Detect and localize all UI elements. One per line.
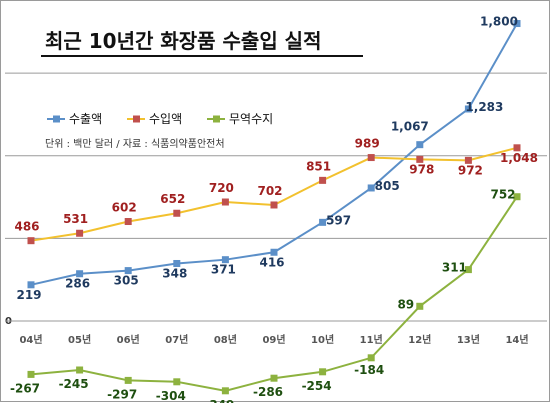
series-2-label-7: -184 <box>354 363 384 377</box>
chart-note: 단위 : 백만 달러 / 자료 : 식품의약품안전처 <box>45 137 225 150</box>
series-1-label-10: 1,048 <box>500 151 538 165</box>
series-2-label-10: 752 <box>490 188 515 202</box>
series-0-point-0 <box>27 281 35 289</box>
series-1-label-2: 602 <box>112 201 137 215</box>
legend: 수출액 수입액 무역수지 <box>47 112 273 126</box>
legend-label-1: 수입액 <box>149 112 182 126</box>
series-0-label-3: 348 <box>162 266 187 280</box>
series-2-point-6 <box>319 368 327 376</box>
series-0-label-5: 416 <box>259 255 284 269</box>
series-line-0 <box>30 23 518 286</box>
series-1-label-6: 851 <box>306 159 331 173</box>
series-1-point-7 <box>367 154 375 162</box>
series-2-point-8 <box>416 302 424 310</box>
series-0-label-9: 1,283 <box>465 100 503 114</box>
series-0-point-9 <box>464 105 472 113</box>
series-layer <box>27 20 521 395</box>
x-tick-6: 10년 <box>311 333 334 346</box>
series-1-point-8 <box>416 155 424 163</box>
series-2-label-8: 89 <box>397 297 414 311</box>
series-0-point-2 <box>124 267 132 275</box>
series-2-label-6: -254 <box>302 379 332 393</box>
series-1-label-0: 486 <box>14 220 39 234</box>
x-tick-9: 13년 <box>457 333 480 346</box>
series-2-label-2: -297 <box>107 387 137 401</box>
series-0-point-1 <box>76 270 84 278</box>
legend-marker-2 <box>213 115 220 123</box>
series-1-label-9: 972 <box>458 163 483 177</box>
series-1-label-1: 531 <box>63 212 88 226</box>
x-tick-1: 05년 <box>68 333 91 346</box>
legend-label-2: 무역수지 <box>229 112 273 126</box>
x-tick-2: 06년 <box>117 333 140 346</box>
series-2-label-3: -304 <box>156 389 186 403</box>
series-2-label-0: -267 <box>10 381 40 395</box>
legend-label-0: 수출액 <box>69 112 102 126</box>
series-2-label-4: -349 <box>204 398 234 403</box>
series-1-point-5 <box>270 201 278 209</box>
series-1-label-7: 989 <box>355 137 380 151</box>
x-tick-10: 14년 <box>505 333 528 346</box>
series-2-point-1 <box>76 366 84 374</box>
series-2-point-5 <box>270 374 278 382</box>
series-0-label-4: 371 <box>211 263 236 277</box>
series-2-point-0 <box>27 370 35 378</box>
legend-marker-0 <box>53 115 60 123</box>
chart-title: 최근 10년간 화장품 수출입 실적 <box>45 29 321 53</box>
series-1-point-2 <box>124 218 132 226</box>
series-1-label-8: 978 <box>409 162 434 176</box>
series-0-label-1: 286 <box>65 277 90 291</box>
series-1-point-9 <box>464 156 472 164</box>
series-2-label-1: -245 <box>59 377 89 391</box>
x-tick-8: 12년 <box>408 333 431 346</box>
series-0-point-10 <box>513 20 521 28</box>
series-1-point-10 <box>513 144 521 152</box>
series-2-point-9 <box>464 266 472 274</box>
series-1-point-0 <box>27 237 35 245</box>
series-0-point-6 <box>319 218 327 226</box>
series-1-label-5: 702 <box>257 184 282 198</box>
label-layer: 219 286 305 348 371 416 597 805 1,067 1,283 1,800 4… <box>10 15 538 403</box>
series-1-label-3: 652 <box>160 192 185 206</box>
series-0-point-5 <box>270 248 278 256</box>
series-2-point-2 <box>124 376 132 384</box>
series-2-point-3 <box>173 378 181 386</box>
x-tick-5: 09년 <box>262 333 285 346</box>
x-tick-0: 04년 <box>19 333 42 346</box>
series-1-point-1 <box>76 229 84 237</box>
series-line-2 <box>30 196 518 392</box>
series-2-point-4 <box>221 387 229 395</box>
x-tick-4: 08년 <box>214 333 237 346</box>
series-0-point-4 <box>221 256 229 264</box>
tick-layer: 04년 05년 06년 07년 08년 09년 10년 11년 12년 13년 14년 <box>19 333 528 346</box>
series-0-point-8 <box>416 141 424 149</box>
series-0-point-7 <box>367 184 375 192</box>
series-0-point-3 <box>173 259 181 267</box>
series-0-label-10: 1,800 <box>480 15 518 29</box>
series-2-point-10 <box>513 193 521 201</box>
series-1-point-6 <box>319 176 327 184</box>
series-0-label-8: 1,067 <box>391 120 429 134</box>
x-tick-7: 11년 <box>360 333 383 346</box>
series-0-label-0: 219 <box>16 288 41 302</box>
legend-marker-1 <box>133 115 140 123</box>
series-1-point-4 <box>221 198 229 206</box>
grid-layer <box>5 72 547 322</box>
series-2-point-7 <box>367 354 375 362</box>
series-2-label-5: -286 <box>253 385 283 399</box>
series-0-label-7: 805 <box>375 179 400 193</box>
series-0-label-6: 597 <box>326 213 351 227</box>
x-tick-3: 07년 <box>165 333 188 346</box>
series-0-label-2: 305 <box>114 274 139 288</box>
series-1-point-3 <box>173 209 181 217</box>
series-1-label-4: 720 <box>209 181 234 195</box>
series-2-label-9: 311 <box>442 261 467 275</box>
